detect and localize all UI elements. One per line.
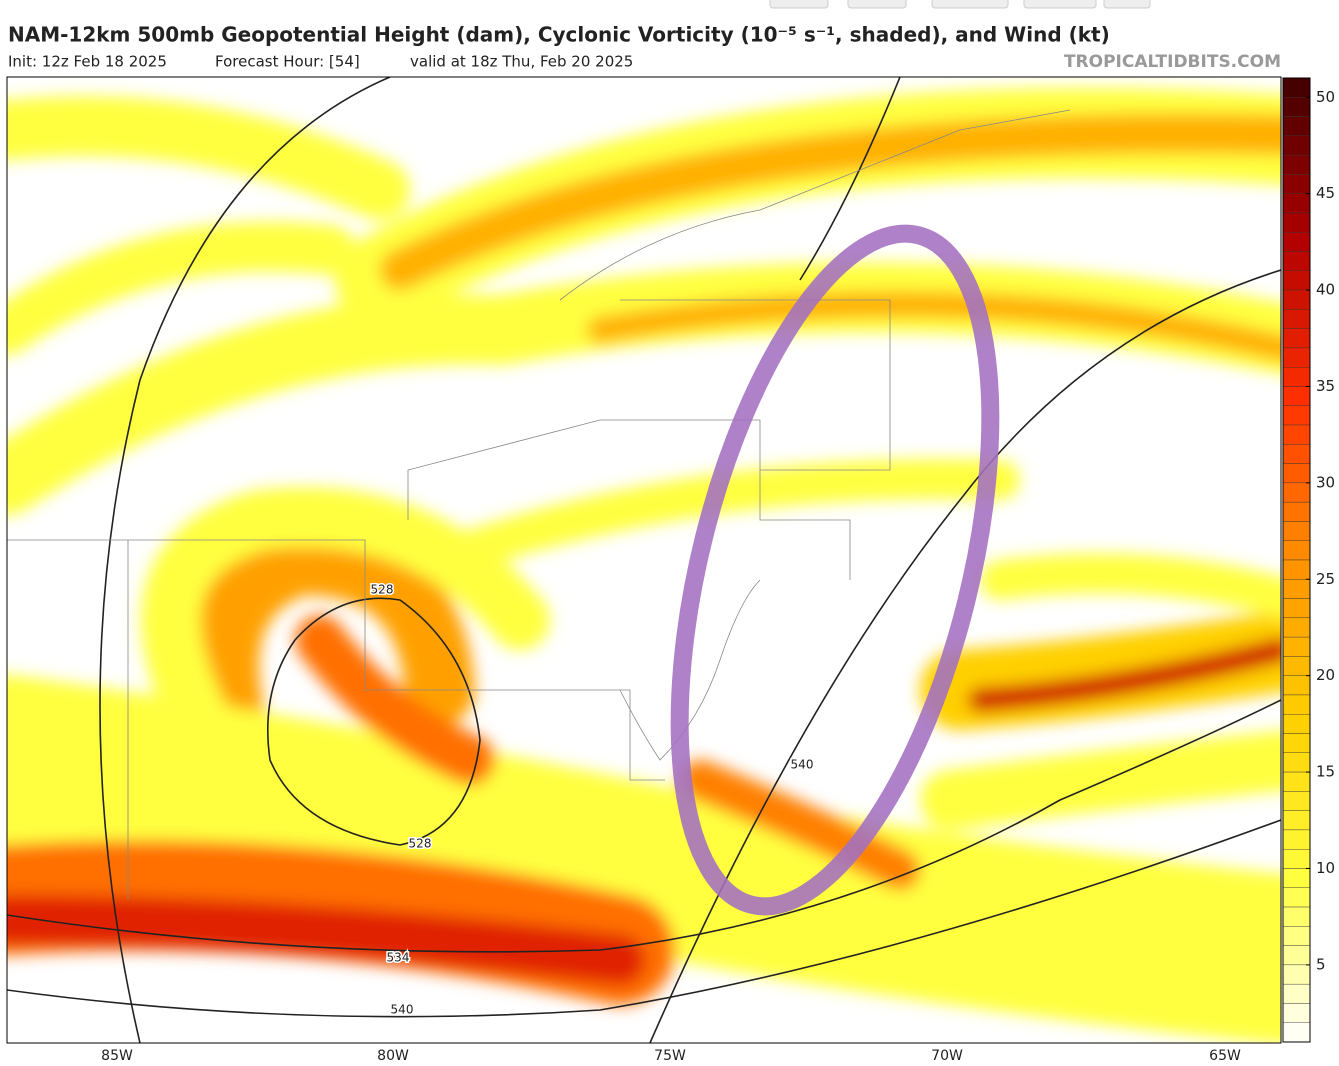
colorbar-tick-label: 30 bbox=[1316, 473, 1335, 491]
colorbar-band bbox=[1282, 347, 1311, 368]
colorbar-tick-label: 15 bbox=[1316, 763, 1335, 781]
colorbar-band bbox=[1282, 386, 1311, 406]
colorbar-tick-label: 25 bbox=[1316, 570, 1335, 588]
longitude-label: 85W bbox=[101, 1048, 133, 1062]
colorbar-band bbox=[1282, 656, 1311, 676]
colorbar-band bbox=[1282, 694, 1311, 715]
source: TROPICALTIDBITS.COM bbox=[1064, 52, 1281, 72]
colorbar-band bbox=[1282, 1022, 1311, 1043]
colorbar-band bbox=[1282, 251, 1311, 272]
colorbar-band bbox=[1282, 983, 1311, 1004]
vorticity-shading bbox=[7, 87, 1281, 1043]
contour-label: 540 bbox=[391, 1003, 414, 1017]
colorbar-tick-label: 50 bbox=[1316, 88, 1335, 106]
colorbar-band bbox=[1282, 154, 1311, 175]
colorbar-band bbox=[1282, 212, 1311, 233]
init-time: Init: 12z Feb 18 2025 bbox=[8, 53, 167, 71]
contour-label: 534 bbox=[387, 951, 410, 965]
colorbar-tick-label: 5 bbox=[1316, 955, 1326, 973]
colorbar-band bbox=[1282, 559, 1311, 580]
title: NAM-12km 500mb Geopotential Height (dam)… bbox=[8, 23, 1110, 47]
colorbar-band bbox=[1282, 232, 1311, 252]
colorbar-band bbox=[1282, 77, 1311, 98]
colorbar-band bbox=[1282, 579, 1311, 599]
toolbar-buttons bbox=[769, 0, 1151, 9]
colorbar-band bbox=[1282, 328, 1311, 349]
longitude-label: 65W bbox=[1209, 1048, 1241, 1062]
colorbar-tick-label: 45 bbox=[1316, 184, 1335, 202]
colorbar-band bbox=[1282, 116, 1311, 137]
map-frame bbox=[6, 76, 1282, 1044]
longitude-label: 75W bbox=[654, 1048, 686, 1062]
forecast-hour: Forecast Hour: [54] bbox=[215, 53, 360, 71]
map bbox=[7, 77, 1281, 1043]
height-contours bbox=[7, 77, 1281, 1043]
colorbar-band bbox=[1282, 270, 1311, 291]
colorbar-band bbox=[1282, 906, 1311, 927]
colorbar-band bbox=[1282, 714, 1311, 734]
colorbar-band bbox=[1282, 849, 1311, 869]
colorbar-band bbox=[1282, 791, 1311, 811]
colorbar-band bbox=[1282, 405, 1311, 426]
colorbar-tick-label: 20 bbox=[1316, 666, 1335, 684]
colorbar-band bbox=[1282, 521, 1311, 541]
colorbar-band bbox=[1282, 887, 1311, 908]
colorbar-band bbox=[1282, 945, 1311, 966]
colorbar-tick-label: 35 bbox=[1316, 377, 1335, 395]
colorbar-band bbox=[1282, 636, 1311, 657]
colorbar-band bbox=[1282, 463, 1311, 484]
colorbar-band bbox=[1282, 482, 1311, 503]
colorbar-band bbox=[1282, 135, 1311, 156]
colorbar-band bbox=[1282, 540, 1311, 561]
colorbar-band bbox=[1282, 444, 1311, 464]
colorbar-tick-label: 10 bbox=[1316, 859, 1335, 877]
colorbar-band bbox=[1282, 367, 1311, 387]
colorbar-band bbox=[1282, 868, 1311, 888]
contour-label: 528 bbox=[409, 837, 432, 851]
colorbar-band bbox=[1282, 424, 1311, 445]
colorbar-band bbox=[1282, 289, 1311, 310]
colorbar-band bbox=[1282, 193, 1311, 214]
valid-time: valid at 18z Thu, Feb 20 2025 bbox=[410, 53, 633, 71]
colorbar-band bbox=[1282, 964, 1311, 985]
contour-label: 540 bbox=[791, 758, 814, 772]
colorbar-band bbox=[1282, 926, 1311, 946]
colorbar-band bbox=[1282, 174, 1311, 194]
colorbar-frame bbox=[1282, 77, 1311, 1043]
colorbar-band bbox=[1282, 733, 1311, 754]
colorbar-band bbox=[1282, 598, 1311, 619]
colorbar-band bbox=[1282, 810, 1311, 831]
colorbar-tick-label: 40 bbox=[1316, 281, 1335, 299]
longitude-label: 70W bbox=[931, 1048, 963, 1062]
contour-label: 528 bbox=[371, 583, 394, 597]
colorbar-band bbox=[1282, 771, 1311, 792]
colorbar-band bbox=[1282, 617, 1311, 638]
annotation-circle bbox=[670, 224, 1000, 916]
colorbar-band bbox=[1282, 675, 1311, 696]
colorbar: 5 10 15 20 25 30 35 40 45 50 bbox=[1282, 77, 1335, 1043]
borders bbox=[7, 109, 1071, 900]
colorbar-band bbox=[1282, 1003, 1311, 1023]
colorbar-band bbox=[1282, 501, 1311, 522]
colorbar-band bbox=[1282, 829, 1311, 850]
colorbar-band bbox=[1282, 309, 1311, 329]
colorbar-band bbox=[1282, 97, 1311, 117]
longitude-label: 80W bbox=[377, 1048, 409, 1062]
colorbar-band bbox=[1282, 752, 1311, 773]
